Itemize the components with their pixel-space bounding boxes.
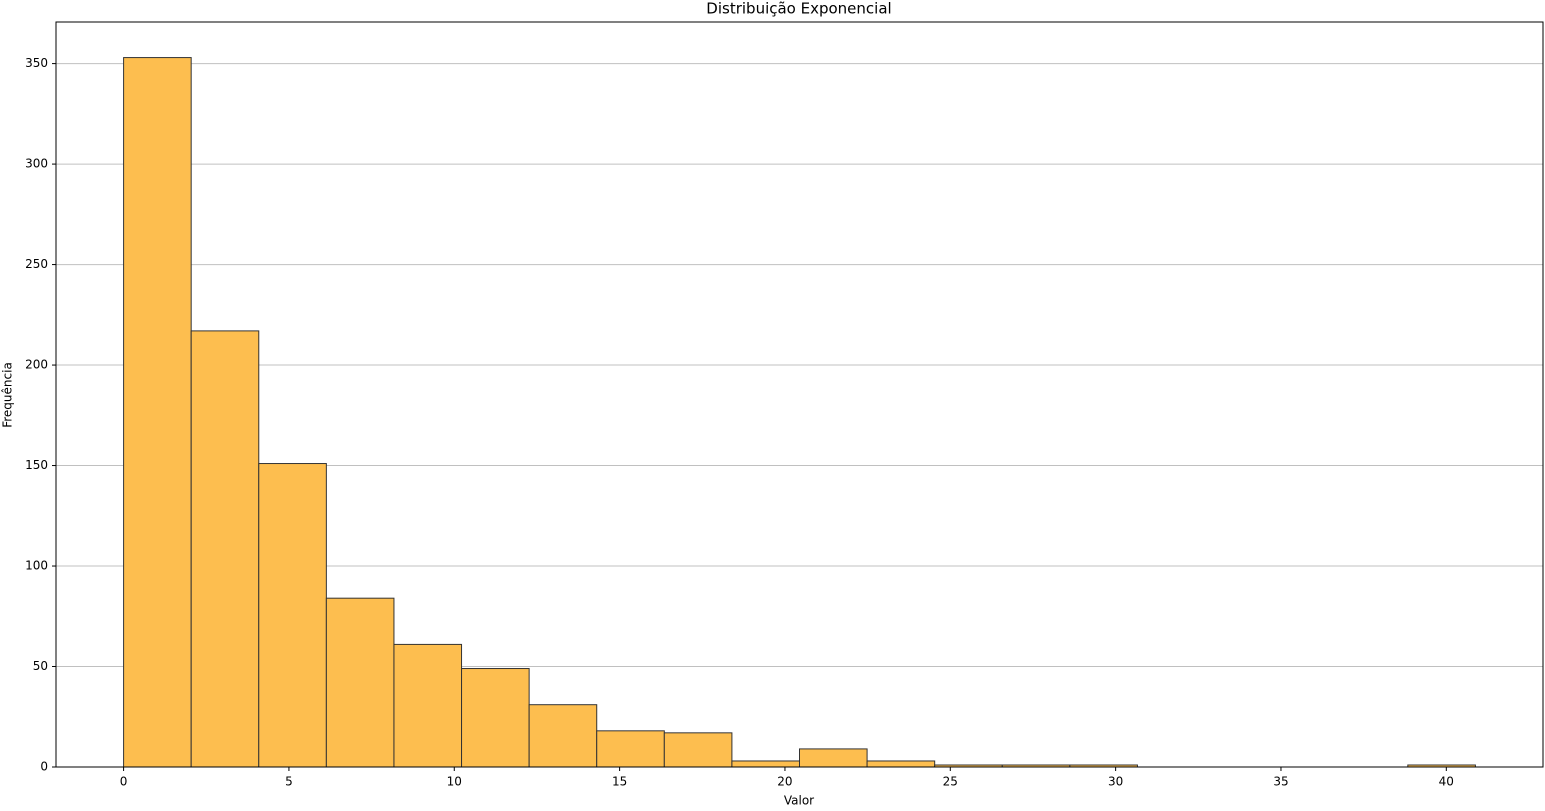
x-tick-label: 40 xyxy=(1439,775,1454,789)
x-tick-label: 25 xyxy=(943,775,958,789)
x-tick-label: 15 xyxy=(612,775,627,789)
bar xyxy=(325,597,395,768)
x-tick-label: 5 xyxy=(285,775,293,789)
bar xyxy=(461,668,530,768)
x-tick-label: 30 xyxy=(1108,775,1123,789)
y-tick-label: 100 xyxy=(25,559,48,573)
bar xyxy=(190,330,260,768)
chart-title: Distribuição Exponencial xyxy=(706,0,891,18)
y-tick-label: 0 xyxy=(40,760,48,774)
bar xyxy=(731,760,801,768)
bar xyxy=(866,760,936,768)
y-axis-label: Frequência xyxy=(1,362,15,428)
bar xyxy=(393,643,463,768)
y-tick-label: 250 xyxy=(25,257,48,271)
y-tick-label: 150 xyxy=(25,458,48,472)
y-tick-label: 50 xyxy=(33,659,48,673)
y-tick-label: 350 xyxy=(25,56,48,70)
bar xyxy=(258,463,327,768)
y-tick-label: 200 xyxy=(25,358,48,372)
x-tick-label: 35 xyxy=(1273,775,1288,789)
y-tick-label: 300 xyxy=(25,157,48,171)
plot-frame xyxy=(55,21,1544,768)
x-tick-label: 10 xyxy=(447,775,462,789)
bar xyxy=(799,748,868,768)
bar xyxy=(528,704,598,768)
bar xyxy=(123,57,192,768)
bar xyxy=(663,732,733,768)
x-tick-label: 20 xyxy=(777,775,792,789)
x-axis-label: Valor xyxy=(784,794,814,808)
x-tick-label: 0 xyxy=(120,775,128,789)
bar xyxy=(596,730,665,768)
